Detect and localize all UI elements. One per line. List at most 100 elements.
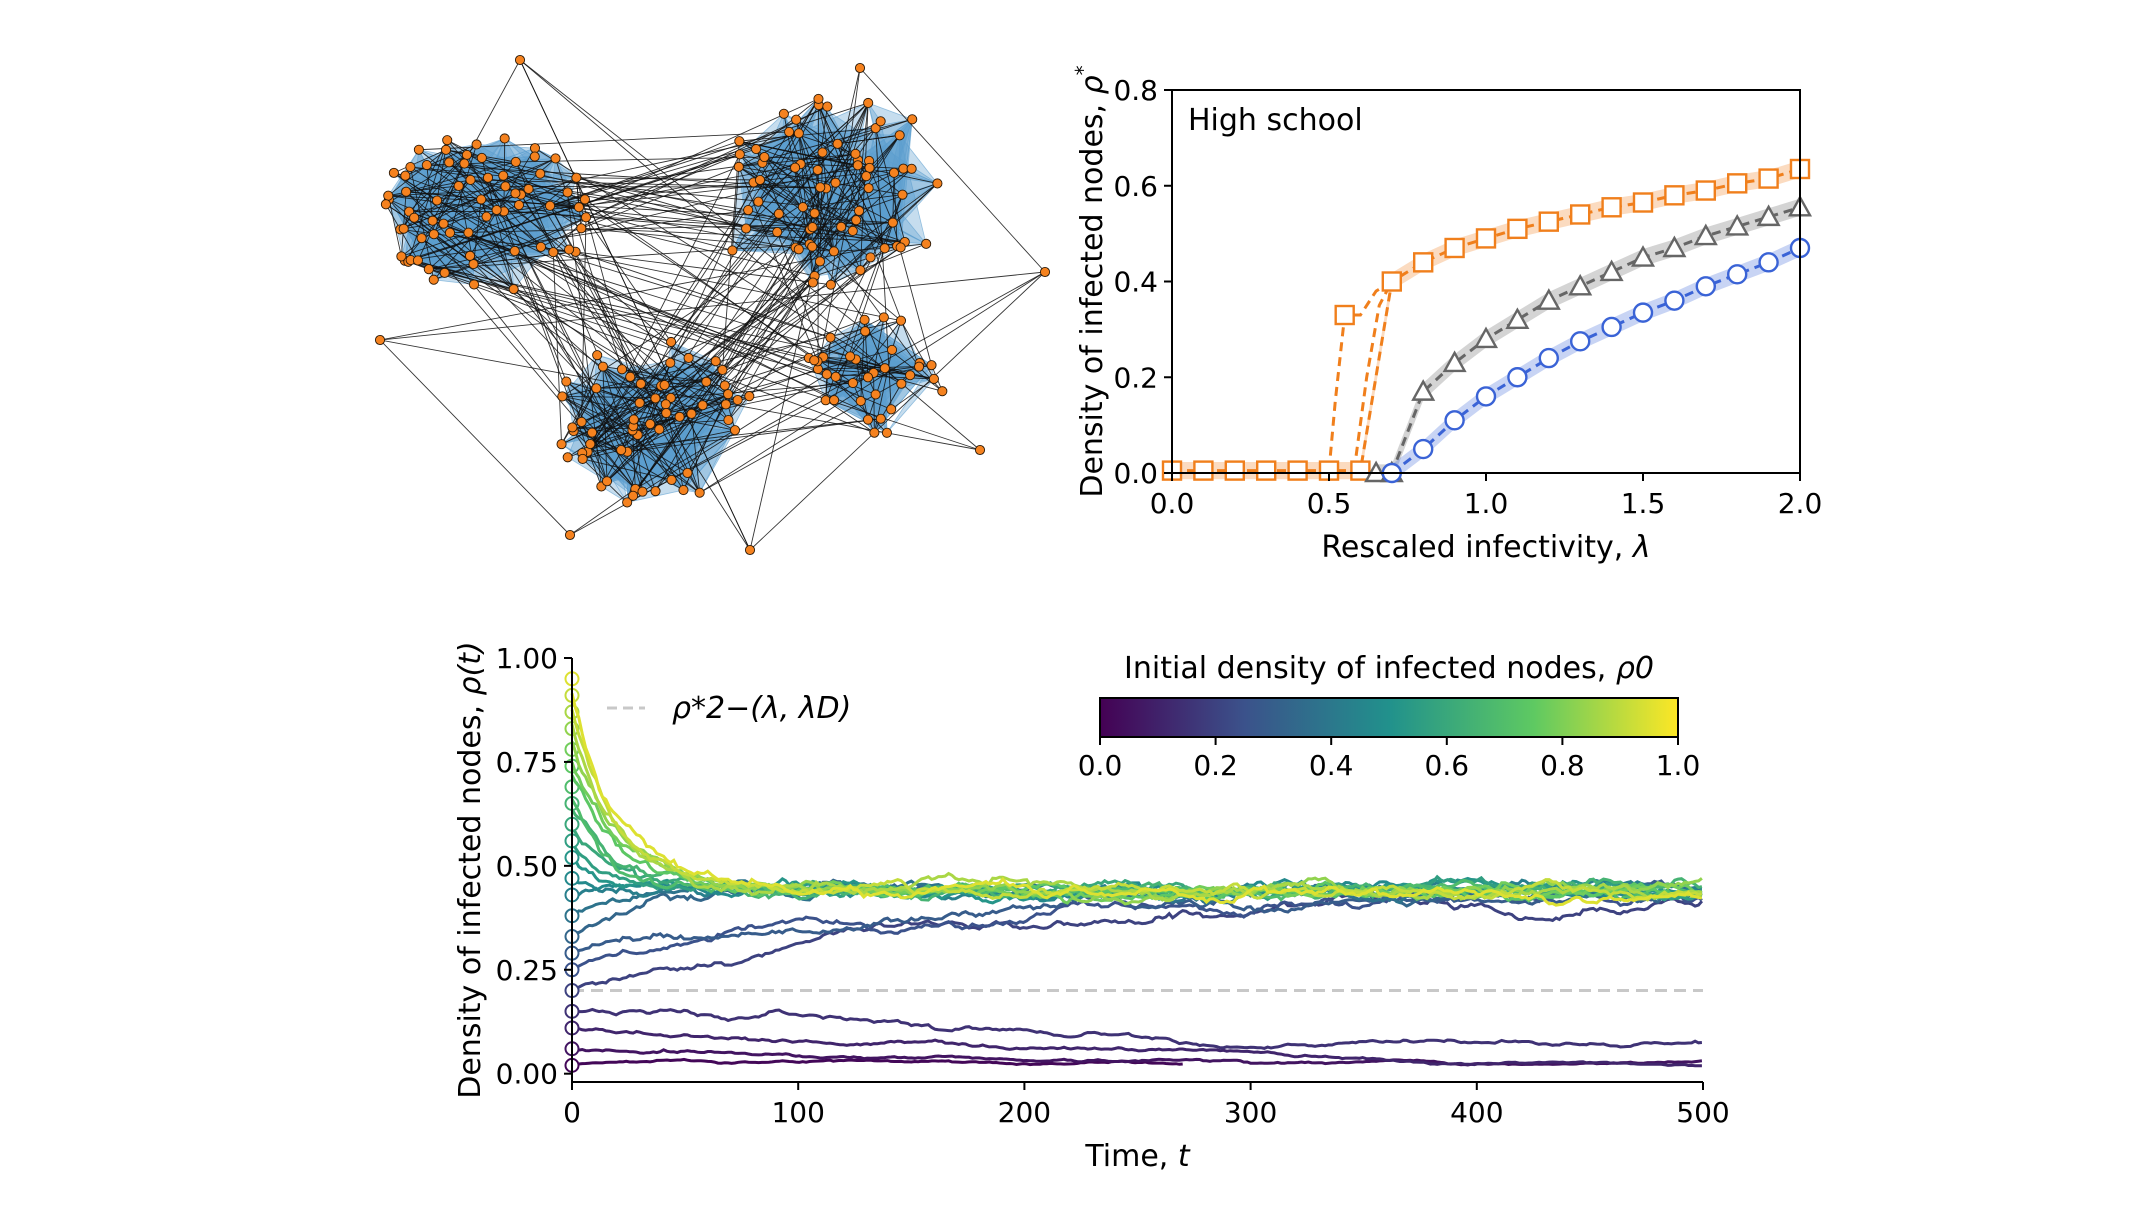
time-series-axes: 0 100 200 300 400 500 0.00 0.25 0.50 0.75 1.00 [496, 642, 1730, 1129]
network-node [628, 414, 639, 425]
trajectory-line [571, 1047, 1703, 1067]
edge [880, 383, 902, 419]
edge [569, 488, 636, 536]
network-node [637, 486, 648, 497]
network-node [751, 144, 762, 155]
y-tick-label: 0.50 [496, 850, 558, 883]
edge [573, 430, 636, 490]
edge [405, 144, 477, 177]
edge [826, 373, 934, 380]
network-node [898, 163, 909, 174]
ylabel-sup: * [1071, 65, 1095, 75]
network-node [845, 351, 856, 362]
network-node [645, 419, 656, 430]
edge [421, 237, 667, 414]
network-node [974, 444, 986, 456]
edge [739, 153, 804, 208]
edge [749, 67, 861, 551]
edge [591, 362, 671, 433]
network-node [697, 400, 708, 411]
network-node [571, 172, 582, 183]
network-node [405, 161, 416, 173]
network-node [510, 156, 521, 167]
edge [418, 149, 482, 200]
network-node [855, 396, 866, 407]
edge [566, 381, 700, 494]
edge [469, 147, 536, 257]
circle-marker [1695, 276, 1717, 297]
network-node [597, 361, 609, 372]
network-node [723, 389, 734, 400]
edge [505, 185, 821, 188]
edge [582, 449, 622, 460]
edge [562, 320, 902, 397]
network-node [815, 182, 826, 193]
network-node [401, 186, 412, 197]
network-node [836, 221, 847, 232]
network-node [694, 487, 705, 498]
network-node [812, 164, 823, 176]
x-tick-label: 0.0 [1150, 487, 1195, 520]
edge [630, 376, 707, 383]
edge [859, 67, 1046, 273]
network-node [577, 453, 588, 464]
edge [443, 192, 516, 225]
edge [403, 228, 703, 406]
trajectory-line [571, 879, 1702, 955]
network-node [825, 332, 836, 343]
edge [406, 185, 459, 193]
circle-marker [1632, 302, 1654, 323]
edge [436, 179, 471, 201]
edge [449, 232, 640, 404]
edge [552, 252, 563, 445]
square-marker [1475, 228, 1497, 249]
triangle-marker [1693, 223, 1718, 246]
network-node [438, 218, 449, 229]
edge [578, 206, 799, 250]
edge [582, 428, 660, 460]
network-node [444, 227, 456, 238]
edge [875, 128, 892, 410]
edge [518, 204, 815, 277]
edge [738, 132, 800, 168]
network-node [729, 425, 741, 436]
network-node [886, 344, 898, 355]
network-node [784, 126, 795, 137]
confidence-band [1172, 160, 1800, 480]
legend-label: ρ*2−(λ, λD) [672, 691, 851, 726]
nodes [374, 54, 1051, 556]
network-node [529, 143, 541, 154]
network-node [500, 181, 511, 192]
network-node [878, 312, 889, 323]
edge [404, 260, 851, 357]
network-node [710, 356, 721, 367]
edge [658, 187, 821, 430]
network-node [734, 149, 745, 160]
colorbar: Initial density of infected nodes, ρ0 0.… [1078, 651, 1701, 782]
edge [433, 233, 563, 397]
network-node [383, 190, 394, 201]
network-node [576, 223, 587, 234]
square-marker [1664, 185, 1685, 206]
colorbar-tick-label: 0.8 [1540, 749, 1585, 782]
x-tick-label: 1.0 [1464, 487, 1509, 520]
edge [534, 147, 886, 369]
confidence-band [1376, 198, 1800, 482]
network-node [564, 244, 575, 255]
square-marker [1334, 304, 1355, 326]
edge [633, 395, 750, 420]
xlabel-text: Rescaled infectivity, [1321, 530, 1632, 565]
series-square [1161, 158, 1811, 481]
circle-marker [1664, 290, 1685, 311]
y-tick-label: 0.75 [496, 746, 558, 779]
edge [890, 378, 935, 410]
network-node [409, 212, 420, 223]
network-node [797, 202, 808, 213]
edges [379, 59, 1046, 551]
x-tick-label: 0 [563, 1096, 581, 1129]
network-node [388, 167, 399, 178]
network-node [773, 208, 784, 219]
time-series-chart: 0 100 200 300 400 500 0.00 0.25 0.50 0.75 1.00 Tim… [453, 641, 1730, 1174]
network-node [513, 200, 525, 211]
edge [691, 368, 819, 415]
